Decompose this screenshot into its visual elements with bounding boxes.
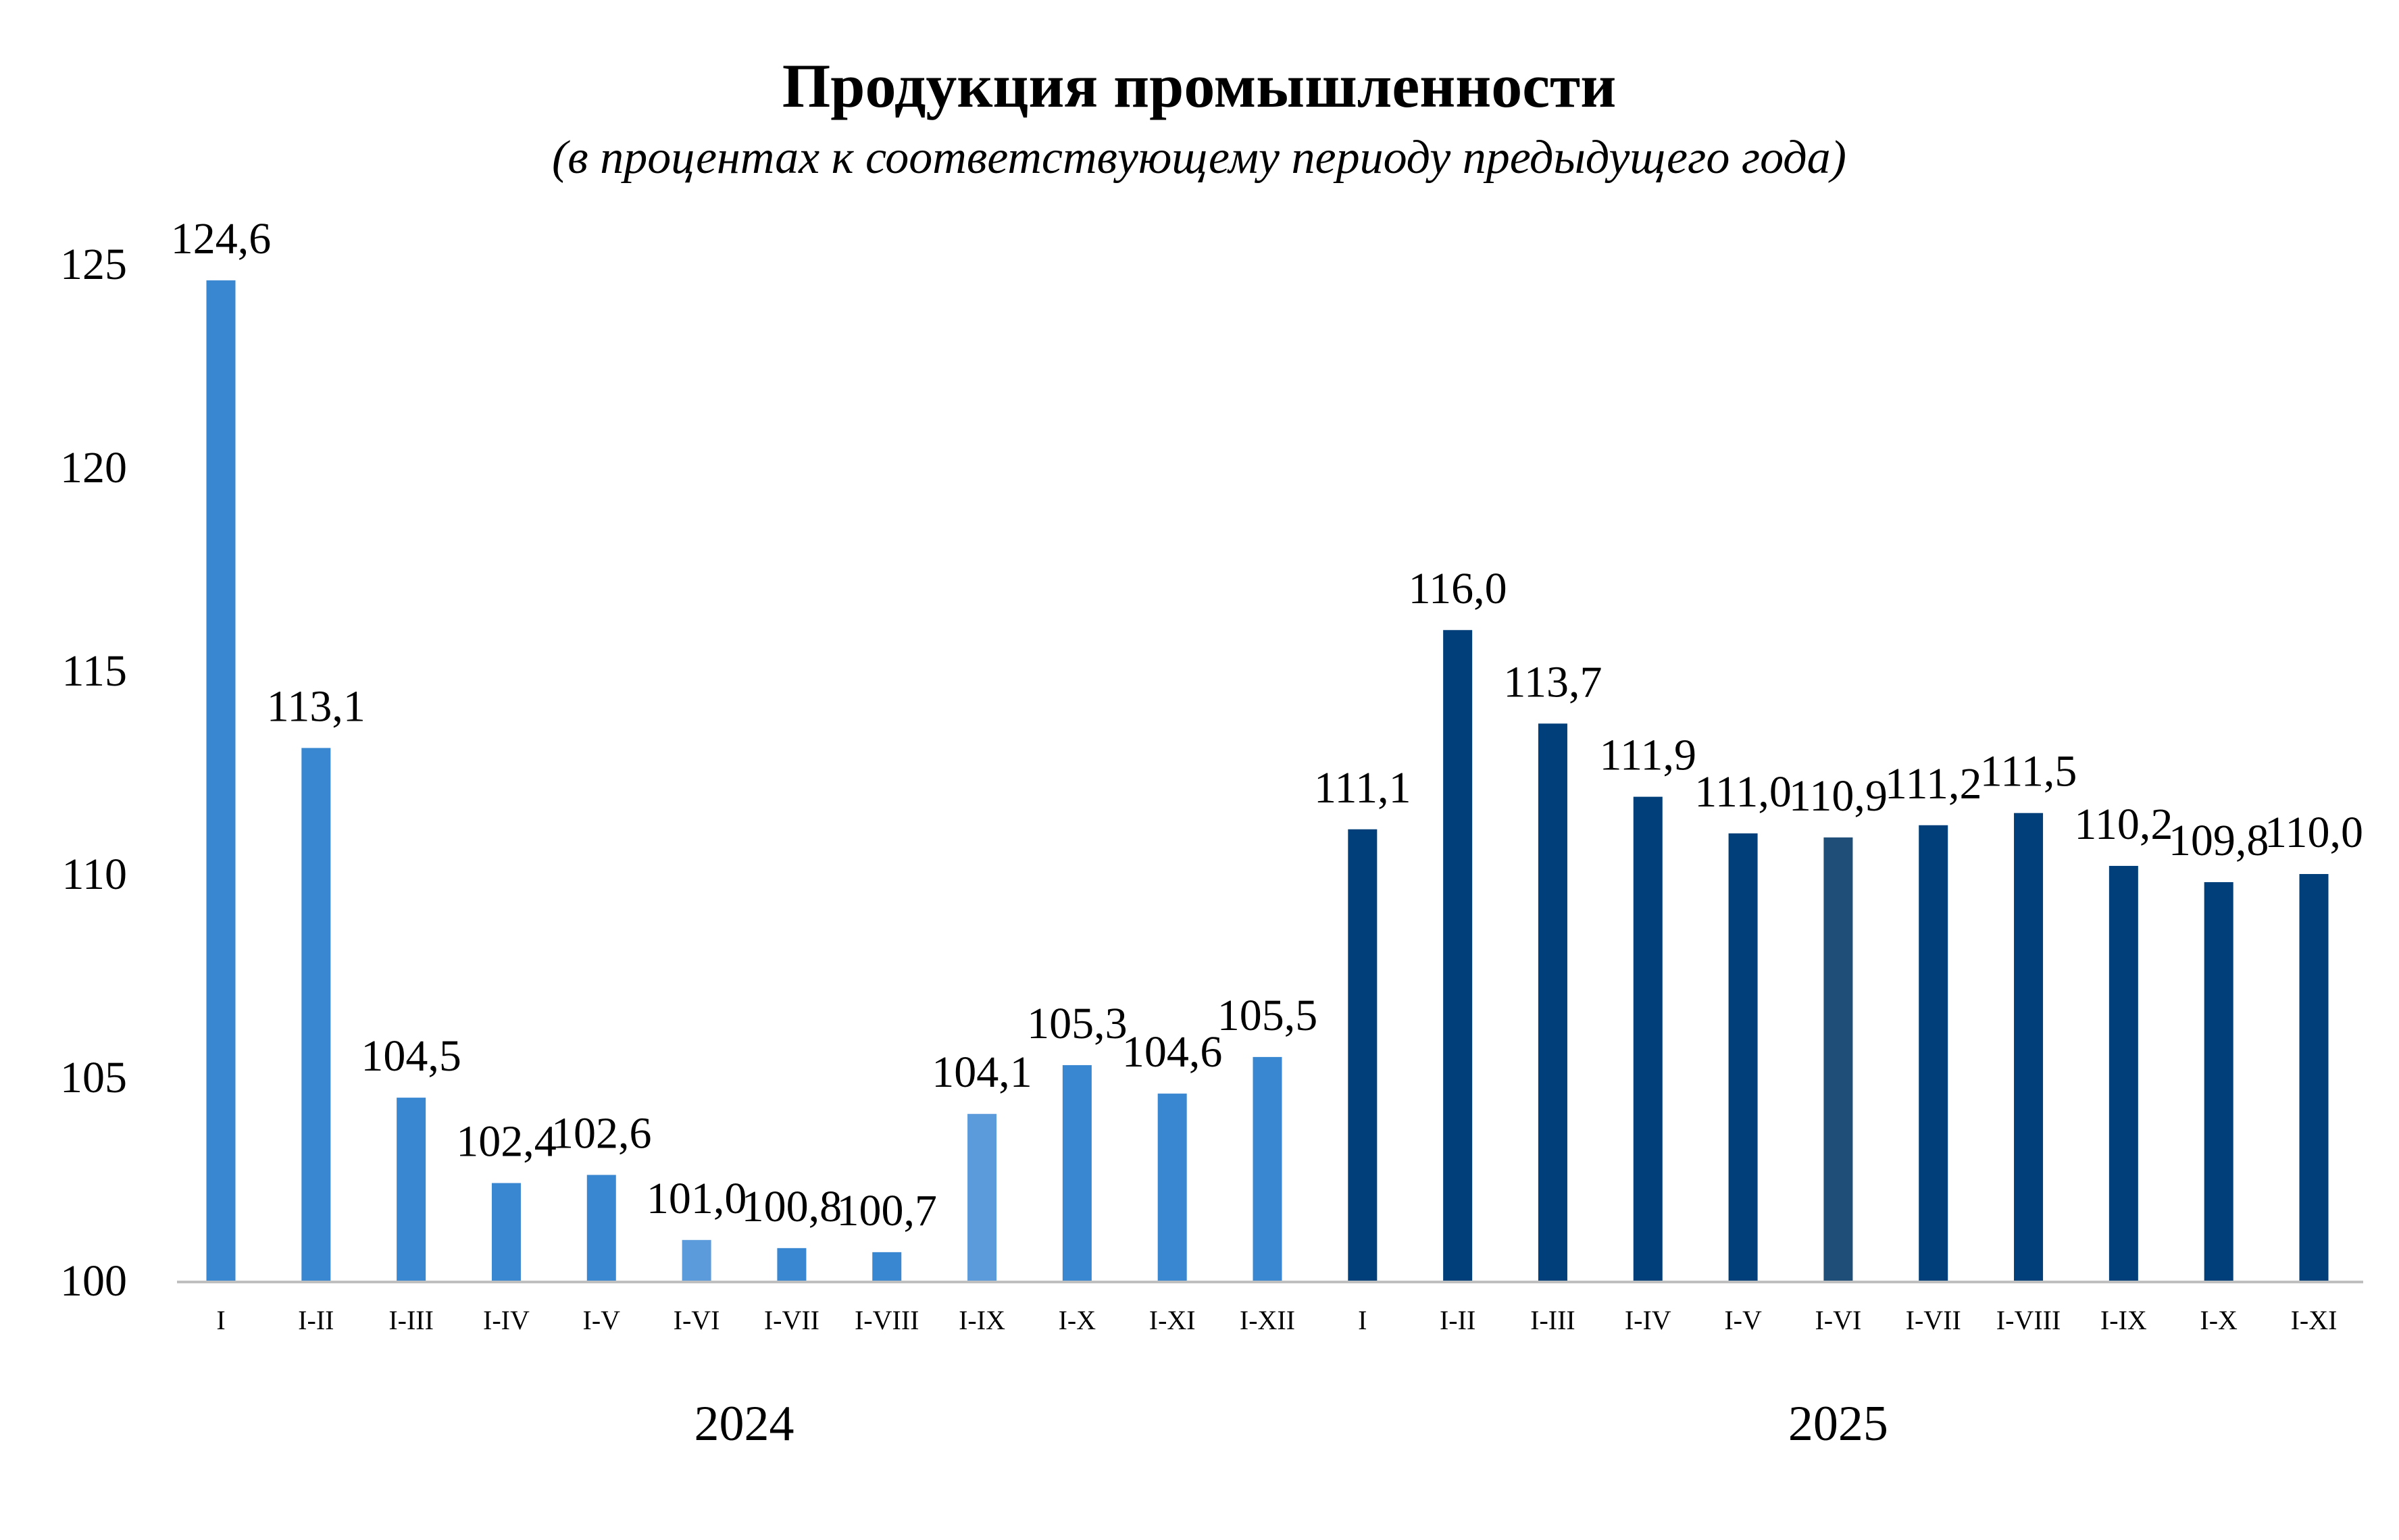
bar xyxy=(777,1248,807,1281)
y-tick-label: 110 xyxy=(61,850,127,899)
category-label: I-VI xyxy=(1815,1305,1861,1335)
data-label: 111,2 xyxy=(1885,759,1982,808)
bar xyxy=(1823,837,1853,1281)
bar xyxy=(2014,813,2044,1281)
bar xyxy=(872,1252,902,1281)
category-label: I-II xyxy=(298,1305,334,1335)
category-label: I-VIII xyxy=(855,1305,919,1335)
data-label: 105,3 xyxy=(1027,999,1128,1048)
category-label: I-X xyxy=(1059,1305,1096,1335)
data-label: 104,1 xyxy=(932,1048,1032,1097)
category-label: I-V xyxy=(583,1305,621,1335)
y-tick-label: 125 xyxy=(60,240,127,289)
bar xyxy=(1157,1094,1187,1281)
bar xyxy=(2299,874,2329,1281)
category-label: I-XI xyxy=(1149,1305,1196,1335)
bar xyxy=(967,1114,997,1281)
category-label: I-X xyxy=(2200,1305,2238,1335)
data-label: 124,6 xyxy=(171,214,272,263)
category-label: I-IX xyxy=(959,1305,1005,1335)
category-label: I-XII xyxy=(1240,1305,1295,1335)
category-labels: I I-II I-III I-IV I-V I-VI I-VII I-VIII I-IX I-X I… xyxy=(216,1305,2337,1335)
data-label: 100,8 xyxy=(742,1182,842,1231)
data-label: 116,0 xyxy=(1409,564,1507,613)
bar xyxy=(301,748,331,1281)
data-label: 109,8 xyxy=(2169,816,2269,865)
category-label: I-VII xyxy=(764,1305,819,1335)
category-label: I-IV xyxy=(483,1305,530,1335)
y-tick-label: 115 xyxy=(61,646,127,696)
data-label: 113,1 xyxy=(267,682,365,731)
category-label: I-III xyxy=(388,1305,434,1335)
year-label: 2024 xyxy=(695,1396,794,1452)
chart-title: Продукция промышленности xyxy=(782,51,1617,120)
category-label: I-V xyxy=(1724,1305,1762,1335)
y-tick-label: 105 xyxy=(60,1053,127,1102)
bar xyxy=(2204,882,2233,1281)
year-label: 2025 xyxy=(1788,1396,1888,1452)
bars xyxy=(206,280,2329,1281)
data-label: 101,0 xyxy=(647,1174,747,1223)
category-label: I xyxy=(1358,1305,1367,1335)
bar xyxy=(586,1175,616,1281)
data-label: 111,9 xyxy=(1599,731,1696,780)
category-label: I-VIII xyxy=(1996,1305,2061,1335)
category-label: I xyxy=(216,1305,225,1335)
bar xyxy=(1919,825,1948,1281)
bar xyxy=(682,1239,711,1281)
data-label: 104,6 xyxy=(1122,1027,1223,1077)
y-axis-ticks: 100 105 110 115 120 125 xyxy=(60,240,127,1306)
chart-subtitle: (в процентах к соответствующему периоду … xyxy=(552,132,1846,184)
bar xyxy=(1443,630,1473,1281)
data-label: 113,7 xyxy=(1503,657,1602,707)
bar xyxy=(2108,865,2138,1281)
category-label: I-IV xyxy=(1625,1305,1671,1335)
data-label: 110,9 xyxy=(1789,771,1888,821)
data-label: 102,6 xyxy=(551,1108,652,1158)
bar xyxy=(1728,833,1758,1281)
data-label: 102,4 xyxy=(456,1117,557,1166)
category-label: I-XI xyxy=(2291,1305,2338,1335)
bar xyxy=(1633,796,1663,1281)
data-label: 110,2 xyxy=(2074,800,2173,849)
category-label: I-III xyxy=(1530,1305,1575,1335)
category-label: I-VII xyxy=(1906,1305,1961,1335)
bar xyxy=(1062,1064,1092,1281)
category-label: I-IX xyxy=(2100,1305,2147,1335)
bar xyxy=(1348,829,1378,1281)
bar xyxy=(397,1098,426,1281)
data-label: 105,5 xyxy=(1217,991,1318,1040)
data-label: 110,0 xyxy=(2265,808,2363,857)
y-tick-label: 100 xyxy=(60,1256,127,1306)
data-label: 100,7 xyxy=(836,1186,937,1235)
year-group-labels: 2024 2025 xyxy=(695,1396,1888,1452)
data-label: 111,1 xyxy=(1314,763,1411,813)
data-label: 104,5 xyxy=(361,1031,461,1081)
bar xyxy=(206,280,236,1281)
data-label: 111,5 xyxy=(1980,747,2077,796)
y-tick-label: 120 xyxy=(60,443,127,492)
bar xyxy=(1538,723,1567,1281)
data-label: 111,0 xyxy=(1694,767,1792,817)
category-label: I-II xyxy=(1440,1305,1475,1335)
category-label: I-VI xyxy=(674,1305,720,1335)
bar xyxy=(491,1183,521,1281)
bar xyxy=(1253,1056,1282,1281)
